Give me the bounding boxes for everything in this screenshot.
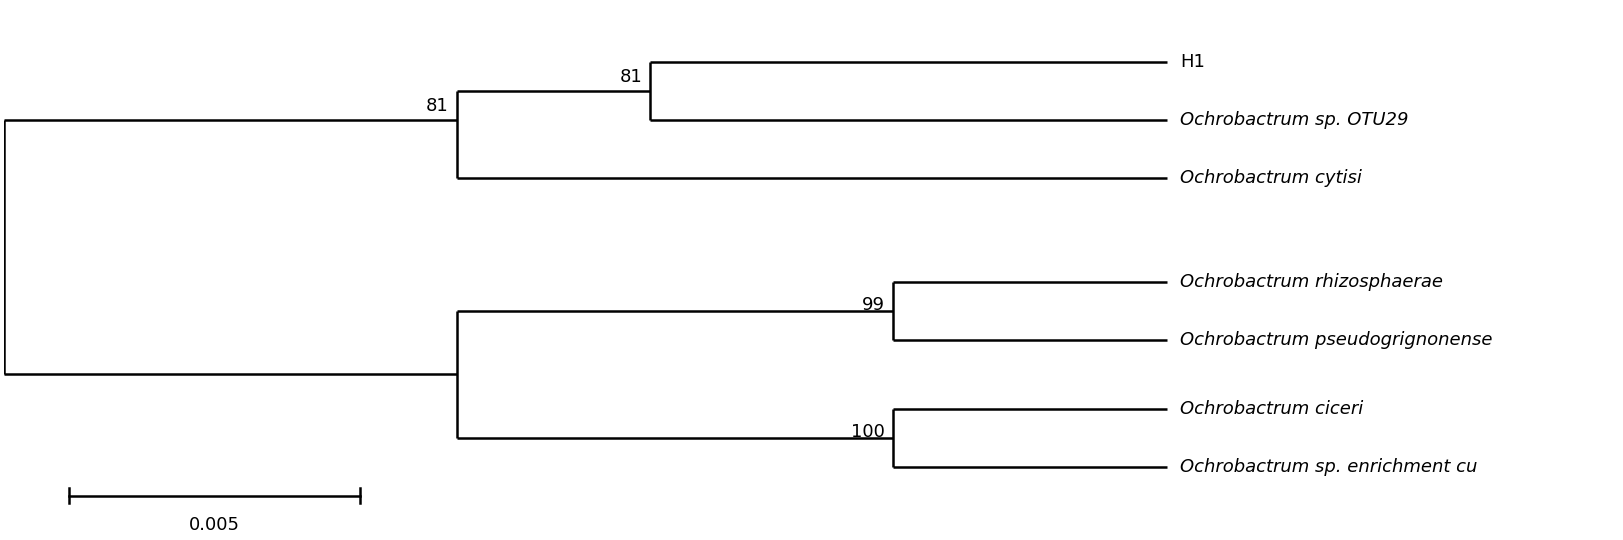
Text: Ochrobactrum rhizosphaerae: Ochrobactrum rhizosphaerae [1180, 273, 1443, 291]
Text: Ochrobactrum sp. enrichment cu: Ochrobactrum sp. enrichment cu [1180, 458, 1477, 476]
Text: Ochrobactrum ciceri: Ochrobactrum ciceri [1180, 400, 1363, 418]
Text: Ochrobactrum pseudogrignonense: Ochrobactrum pseudogrignonense [1180, 330, 1492, 349]
Text: 100: 100 [850, 423, 885, 441]
Text: Ochrobactrum sp. OTU29: Ochrobactrum sp. OTU29 [1180, 111, 1409, 129]
Text: 81: 81 [620, 68, 643, 86]
Text: 0.005: 0.005 [188, 516, 240, 534]
Text: Ochrobactrum cytisi: Ochrobactrum cytisi [1180, 168, 1362, 187]
Text: 99: 99 [862, 295, 885, 314]
Text: H1: H1 [1180, 53, 1204, 71]
Text: 81: 81 [425, 97, 448, 115]
